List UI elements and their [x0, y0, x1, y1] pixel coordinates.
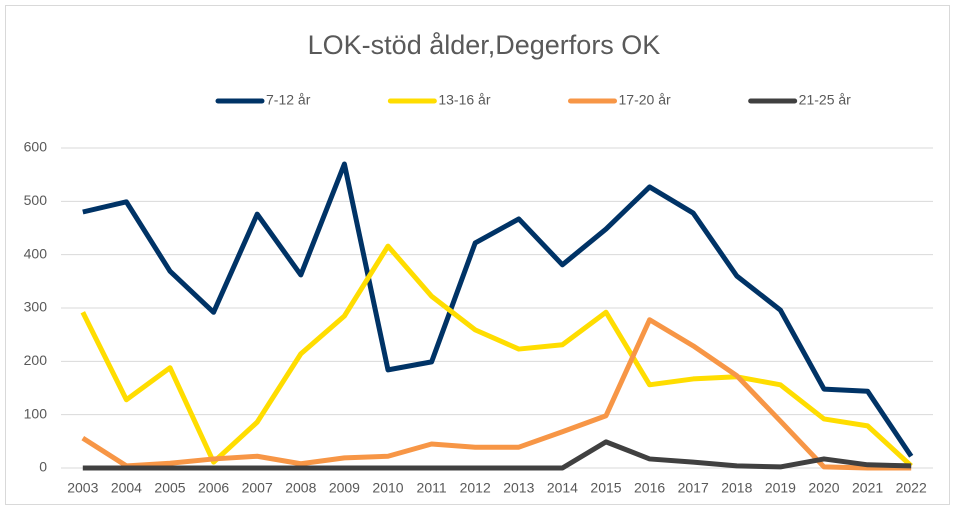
y-tick-label: 600: [24, 139, 48, 155]
series-line: [81, 317, 912, 471]
y-tick-label: 500: [24, 192, 48, 208]
series-line: [80, 243, 913, 468]
legend-label: 13-16 år: [438, 92, 490, 108]
x-tick-label: 2018: [721, 480, 752, 496]
x-tick-label: 2016: [634, 480, 665, 496]
x-tick-label: 2022: [896, 480, 927, 496]
x-tick-label: 2012: [460, 480, 491, 496]
legend-label: 7-12 år: [266, 92, 311, 108]
y-tick-label: 300: [24, 299, 48, 315]
x-tick-label: 2013: [503, 480, 534, 496]
series-line: [82, 161, 914, 458]
x-tick-label: 2006: [198, 480, 229, 496]
x-tick-label: 2003: [67, 480, 98, 496]
x-tick-label: 2009: [329, 480, 360, 496]
x-tick-label: 2020: [808, 480, 839, 496]
legend-label: 17-20 år: [619, 92, 671, 108]
x-tick-label: 2010: [372, 480, 403, 496]
x-tick-label: 2005: [154, 480, 185, 496]
legend-label: 21-25 år: [799, 92, 851, 108]
x-tick-label: 2008: [285, 480, 316, 496]
y-tick-label: 400: [24, 245, 48, 261]
y-tick-label: 200: [24, 352, 48, 368]
x-tick-label: 2015: [590, 480, 621, 496]
series-line: [82, 439, 912, 471]
x-tick-label: 2019: [765, 480, 796, 496]
x-tick-label: 2007: [242, 480, 273, 496]
x-tick-label: 2004: [111, 480, 142, 496]
x-tick-label: 2014: [547, 480, 578, 496]
chart-title: LOK-stöd ålder,Degerfors OK: [308, 30, 661, 60]
y-tick-label: 100: [24, 405, 48, 421]
x-tick-label: 2011: [417, 480, 447, 496]
x-tick-label: 2021: [852, 480, 883, 496]
x-tick-label: 2017: [678, 480, 709, 496]
y-tick-label: 0: [39, 459, 47, 475]
